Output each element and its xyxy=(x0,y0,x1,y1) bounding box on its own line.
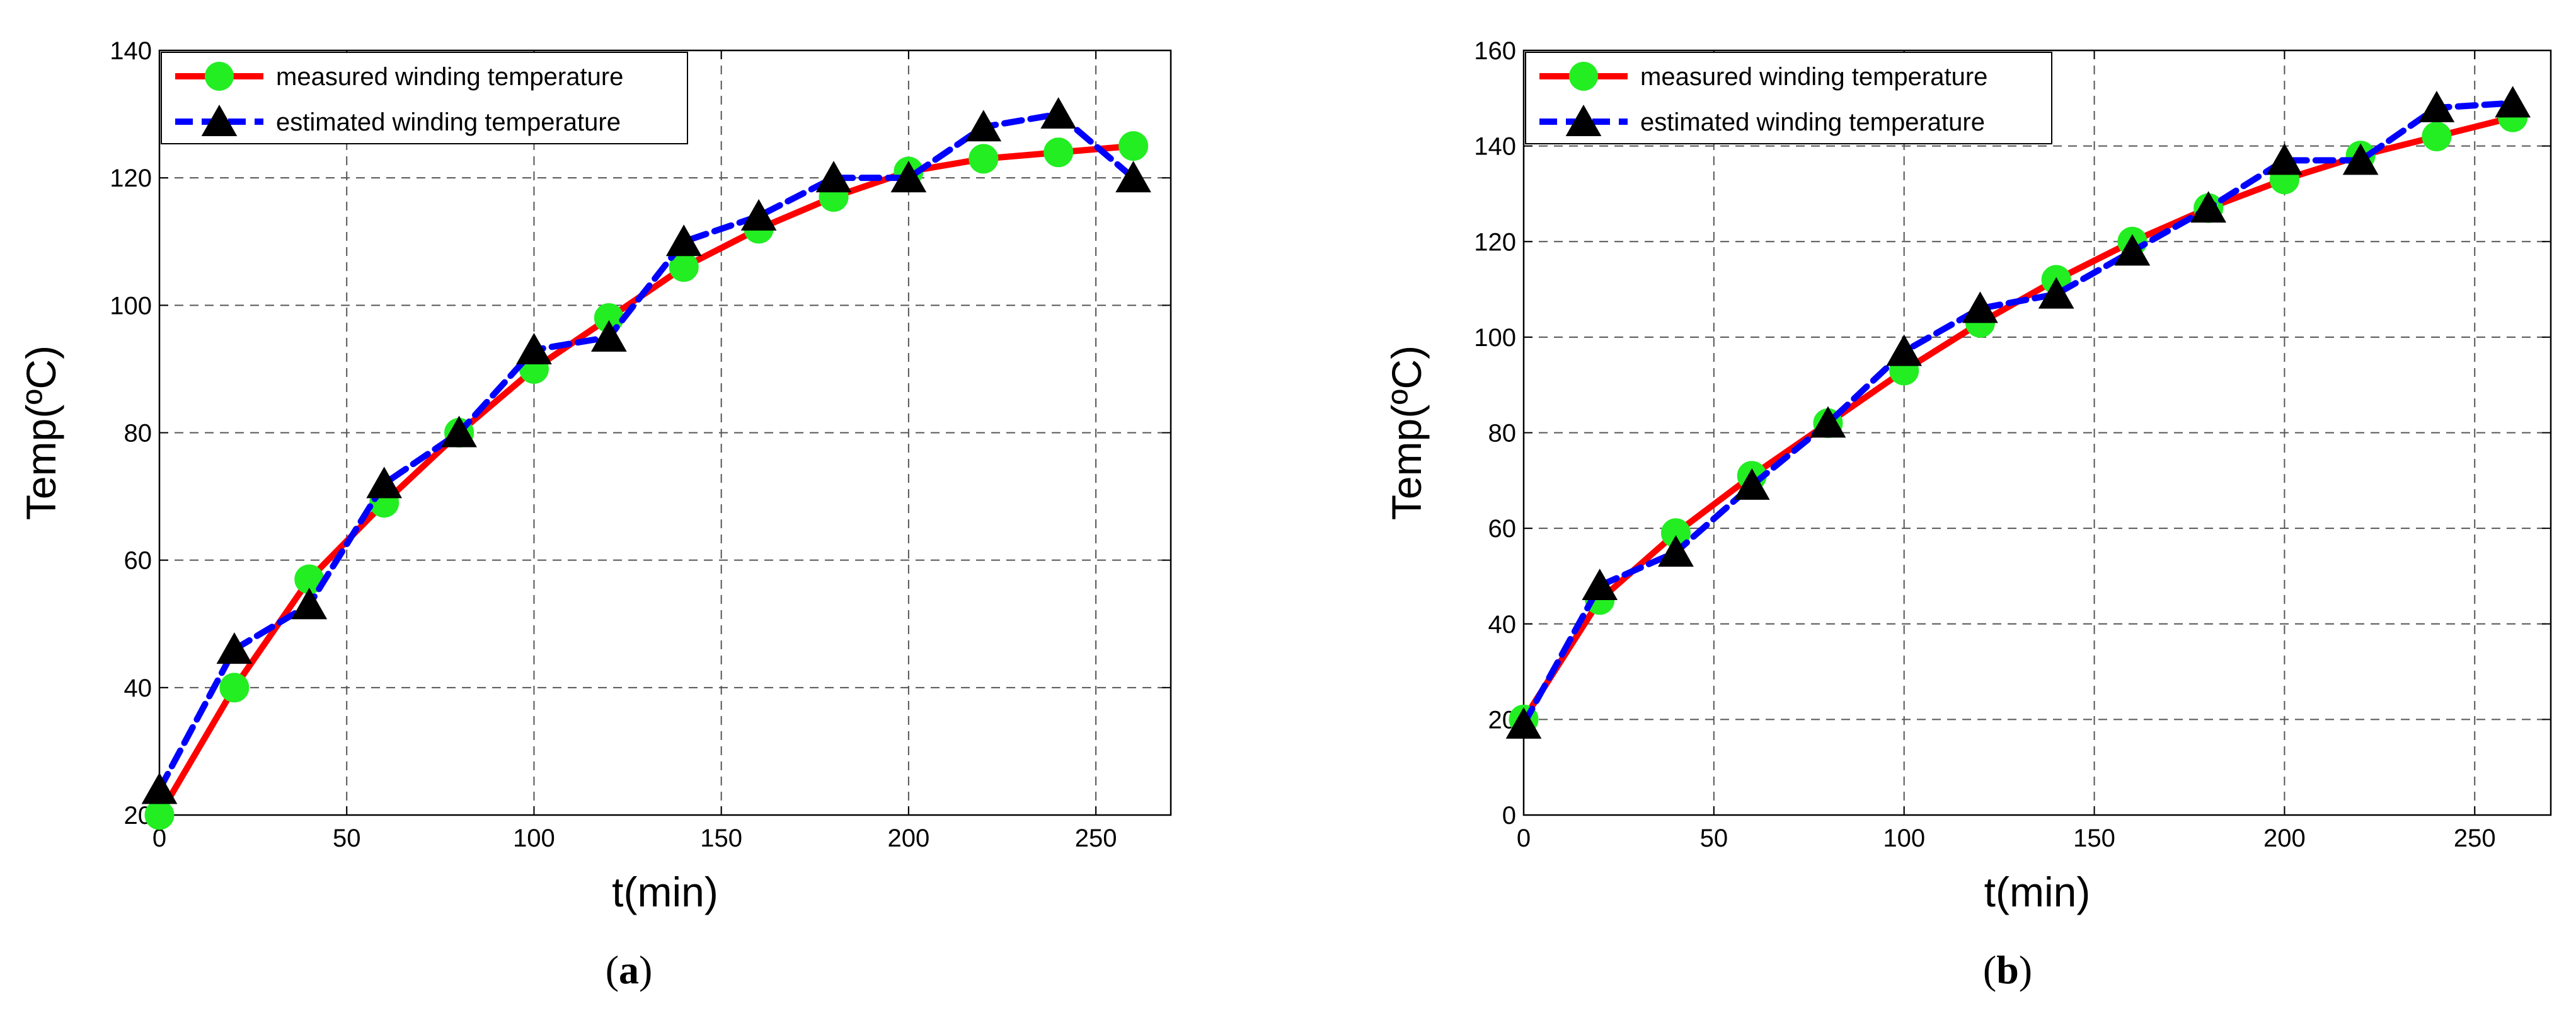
data-point-measured xyxy=(1044,137,1074,168)
y-tick-label: 60 xyxy=(1488,515,1517,543)
data-point-estimated xyxy=(890,161,927,193)
data-point-measured xyxy=(969,144,999,174)
x-tick-label: 200 xyxy=(888,824,930,852)
data-point-measured xyxy=(219,673,250,703)
legend: measured winding temperature estimated wi… xyxy=(161,52,688,144)
y-tick-label: 140 xyxy=(110,37,152,65)
legend: measured winding temperature estimated wi… xyxy=(1525,52,2052,144)
data-point-estimated xyxy=(815,161,852,193)
data-point-estimated xyxy=(2267,143,2303,175)
x-tick-label: 150 xyxy=(700,824,742,852)
data-point-estimated xyxy=(441,415,477,448)
data-point-estimated xyxy=(291,587,328,620)
x-tick-label: 0 xyxy=(1517,824,1531,852)
data-point-estimated xyxy=(740,199,777,231)
data-point-estimated xyxy=(516,333,552,365)
series-estimated xyxy=(141,97,1151,804)
y-tick-label: 120 xyxy=(110,165,152,192)
data-point-estimated xyxy=(1886,334,1923,366)
series-line-measured xyxy=(1521,114,2516,723)
data-point-measured xyxy=(2422,121,2452,151)
x-tick-label: 0 xyxy=(152,824,166,852)
y-tick-label: 40 xyxy=(124,674,152,702)
plot-area: 0 50 100 150 200 25020406080100120140t(min)Te… xyxy=(18,37,1172,915)
panel-b-caption: (b) xyxy=(1983,947,2032,992)
y-tick-label: 40 xyxy=(1488,611,1517,639)
series-line-estimated xyxy=(156,111,1137,793)
legend-box xyxy=(1525,52,2052,144)
y-axis-label: Temp(ºC) xyxy=(1383,345,1430,520)
data-point-estimated xyxy=(141,772,178,804)
legend-box xyxy=(161,52,688,144)
data-point-estimated xyxy=(2190,191,2227,223)
series-estimated xyxy=(1505,86,2531,739)
y-axis-label: Temp(ºC) xyxy=(18,345,64,520)
x-tick-label: 250 xyxy=(1075,824,1117,852)
data-point-measured xyxy=(1118,131,1149,161)
plot-area: 0 50 100 150 200 250020406080100120140160t(mi… xyxy=(1383,37,2552,915)
data-point-estimated xyxy=(590,320,627,352)
data-point-estimated xyxy=(2418,90,2455,122)
data-point-estimated xyxy=(2038,277,2074,309)
data-point-estimated xyxy=(2495,86,2531,118)
series-line-estimated xyxy=(1521,100,2516,727)
panel-a-caption: (a) xyxy=(606,947,653,992)
legend-label-estimated: estimated winding temperature xyxy=(1640,108,1985,136)
y-tick-label: 160 xyxy=(1474,37,1516,65)
y-tick-label: 60 xyxy=(124,547,152,575)
y-tick-label: 80 xyxy=(1488,420,1517,448)
chart-panel-a: 0 50 100 150 200 25020406080100120140t(min)Te… xyxy=(18,37,1172,992)
legend-marker-measured xyxy=(205,62,234,91)
y-tick-label: 140 xyxy=(1474,133,1516,161)
legend-marker-estimated xyxy=(1565,105,1602,136)
legend-label-estimated: estimated winding temperature xyxy=(276,108,621,136)
x-tick-label: 200 xyxy=(2263,824,2306,852)
data-point-estimated xyxy=(366,466,403,499)
x-axis-label: t(min) xyxy=(612,869,718,915)
legend-label-measured: measured winding temperature xyxy=(276,63,623,91)
y-tick-label: 80 xyxy=(124,420,152,448)
series-measured xyxy=(144,131,1149,830)
data-point-estimated xyxy=(2114,234,2151,266)
data-point-estimated xyxy=(1962,291,1998,323)
data-point-estimated xyxy=(1040,97,1077,129)
y-tick-label: 100 xyxy=(110,292,152,320)
data-point-estimated xyxy=(665,224,702,257)
x-tick-label: 100 xyxy=(513,824,555,852)
x-tick-label: 50 xyxy=(1700,824,1728,852)
series-line-measured xyxy=(156,142,1137,818)
data-point-estimated xyxy=(2342,143,2379,175)
data-point-estimated xyxy=(1582,569,1618,601)
x-tick-label: 250 xyxy=(2454,824,2496,852)
data-point-estimated xyxy=(1115,161,1151,193)
data-point-measured xyxy=(144,800,175,830)
x-tick-label: 100 xyxy=(1883,824,1925,852)
x-axis-label: t(min) xyxy=(1984,869,2091,915)
legend-marker-measured xyxy=(1569,62,1598,91)
data-point-estimated xyxy=(965,110,1002,142)
y-tick-label: 120 xyxy=(1474,228,1516,256)
chart-panel-b: 0 50 100 150 200 250020406080100120140160t(mi… xyxy=(1383,37,2552,992)
y-tick-label: 0 xyxy=(1502,802,1516,830)
y-tick-label: 100 xyxy=(1474,324,1516,352)
legend-label-measured: measured winding temperature xyxy=(1640,63,1987,91)
data-point-estimated xyxy=(1734,468,1770,500)
legend-marker-estimated xyxy=(201,105,238,136)
x-tick-label: 50 xyxy=(333,824,361,852)
data-point-estimated xyxy=(1658,535,1694,567)
data-point-estimated xyxy=(216,632,253,664)
series-measured xyxy=(1509,102,2528,734)
x-tick-label: 150 xyxy=(2073,824,2115,852)
data-point-estimated xyxy=(1810,406,1846,438)
data-point-estimated xyxy=(1505,707,1542,739)
